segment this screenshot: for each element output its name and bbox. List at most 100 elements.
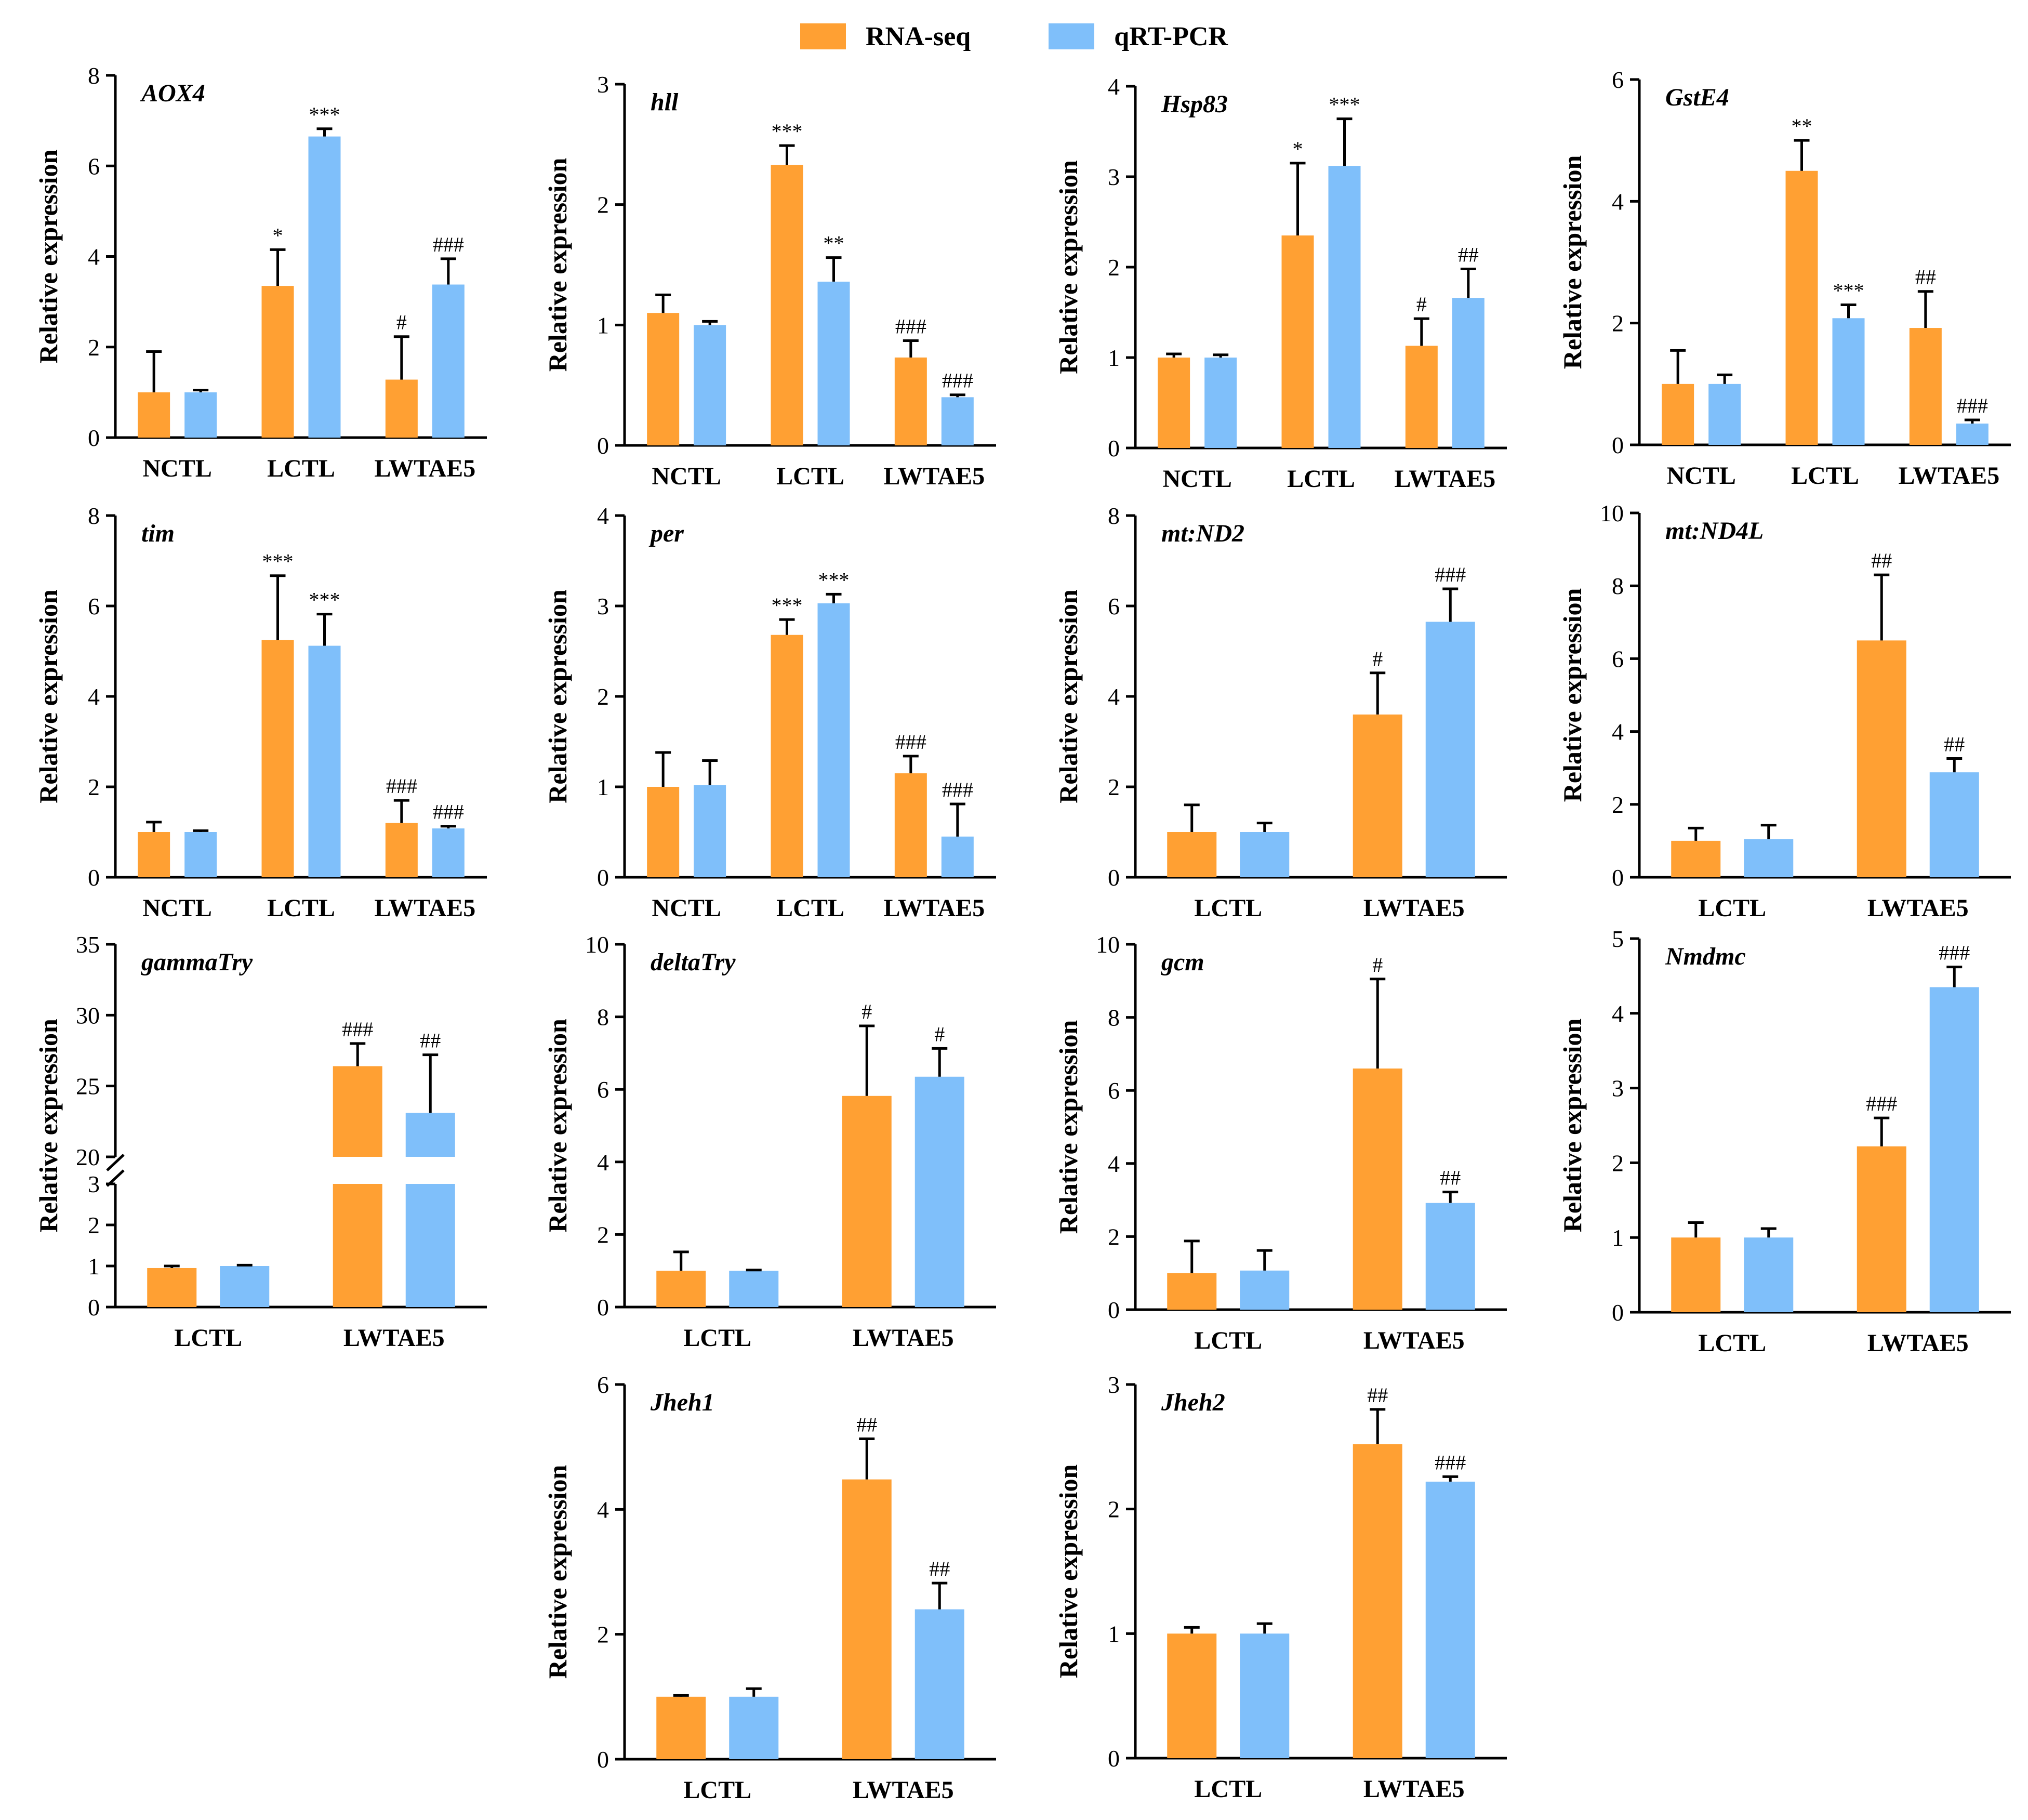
- bar-rna[interactable]: [261, 640, 294, 877]
- bar-rna[interactable]: [1167, 1633, 1217, 1758]
- chart-title: tim: [141, 520, 175, 547]
- bar-qpcr[interactable]: [1328, 166, 1361, 448]
- significance-label: ###: [942, 369, 973, 392]
- bar-qpcr[interactable]: [914, 1076, 964, 1307]
- bar-rna[interactable]: [138, 392, 170, 438]
- bar-rna[interactable]: [1353, 1069, 1402, 1310]
- y-tick-label: 6: [1108, 1077, 1120, 1104]
- significance-label: ##: [1458, 243, 1479, 266]
- y-tick-label: 6: [597, 1371, 609, 1398]
- bar-rna[interactable]: [1281, 235, 1314, 448]
- bar-qpcr[interactable]: [1204, 358, 1237, 448]
- significance-label: ##: [1915, 266, 1936, 289]
- x-tick-label: NCTL: [652, 894, 721, 922]
- bar-rna[interactable]: [1671, 840, 1721, 877]
- bar-qpcr[interactable]: [817, 281, 850, 445]
- bar-rna[interactable]: [385, 379, 418, 438]
- bar-rna[interactable]: [656, 1696, 706, 1759]
- bar-qpcr[interactable]: [308, 136, 341, 438]
- bar-rna-upper[interactable]: [333, 1066, 382, 1157]
- bar-rna[interactable]: [656, 1271, 706, 1307]
- bar-qpcr[interactable]: [694, 785, 726, 877]
- legend-label-rna: RNA-seq: [866, 21, 971, 51]
- bar-rna[interactable]: [1909, 328, 1942, 445]
- bar-qpcr[interactable]: [432, 284, 465, 438]
- bar-qpcr[interactable]: [1240, 1633, 1290, 1758]
- bar-rna[interactable]: [1353, 714, 1402, 877]
- x-tick-label: LCTL: [683, 1776, 751, 1804]
- bar-qpcr[interactable]: [729, 1271, 779, 1307]
- x-tick-label: LCTL: [1194, 1775, 1262, 1803]
- bar-qpcr[interactable]: [1240, 1270, 1290, 1310]
- bar-rna[interactable]: [647, 313, 680, 445]
- y-tick-label: 3: [1108, 164, 1120, 190]
- bar-rna[interactable]: [647, 787, 680, 877]
- bar-qpcr[interactable]: [1929, 987, 1979, 1312]
- bar-rna[interactable]: [1353, 1444, 1402, 1758]
- bar-rna[interactable]: [1785, 170, 1818, 445]
- bar-qpcr[interactable]: [220, 1266, 270, 1307]
- bar-rna[interactable]: [1671, 1237, 1721, 1312]
- x-tick-label: LCTL: [776, 463, 844, 490]
- bar-qpcr[interactable]: [941, 836, 974, 877]
- bar-qpcr[interactable]: [694, 325, 726, 445]
- significance-label: ###: [942, 778, 973, 801]
- bar-rna[interactable]: [894, 773, 927, 877]
- x-tick-label: LWTAE5: [1363, 1327, 1465, 1354]
- bar-qpcr[interactable]: [729, 1696, 779, 1759]
- bar-rna[interactable]: [261, 286, 294, 438]
- x-tick-label: LCTL: [683, 1324, 751, 1352]
- legend-item-rna[interactable]: RNA-seq: [800, 21, 971, 52]
- x-tick-label: LCTL: [1194, 1327, 1262, 1354]
- bar-qpcr-upper[interactable]: [405, 1113, 455, 1157]
- chart-panel-per: 0 1 2 3 4 Relative expression per NCTL LCTL *** **…: [543, 503, 996, 922]
- bar-qpcr[interactable]: [914, 1609, 964, 1759]
- bar-rna[interactable]: [1662, 384, 1694, 445]
- y-tick-label: 25: [76, 1073, 100, 1100]
- bar-rna[interactable]: [1158, 358, 1190, 448]
- bar-rna[interactable]: [842, 1479, 892, 1759]
- bar-qpcr[interactable]: [1425, 1203, 1475, 1310]
- bar-qpcr[interactable]: [1425, 1481, 1475, 1758]
- bar-rna-lower[interactable]: [333, 1184, 382, 1307]
- y-tick-label: 2: [597, 683, 609, 710]
- bar-qpcr[interactable]: [184, 832, 217, 877]
- bar-rna[interactable]: [771, 165, 803, 445]
- bar-qpcr[interactable]: [432, 828, 465, 877]
- bar-qpcr[interactable]: [1452, 298, 1484, 448]
- bar-rna[interactable]: [1857, 1146, 1906, 1312]
- bar-rna[interactable]: [1167, 832, 1217, 877]
- y-tick-label: 10: [1600, 500, 1624, 526]
- bar-qpcr[interactable]: [817, 603, 850, 877]
- bar-qpcr[interactable]: [1956, 423, 1989, 445]
- bar-rna[interactable]: [1405, 346, 1438, 448]
- significance-label: **: [1792, 114, 1812, 138]
- bar-qpcr[interactable]: [1832, 318, 1865, 445]
- bar-rna[interactable]: [147, 1268, 197, 1307]
- bar-qpcr-lower[interactable]: [405, 1184, 455, 1307]
- y-tick-label: 6: [88, 153, 100, 179]
- legend-item-qpcr[interactable]: qRT-PCR: [1049, 21, 1228, 52]
- bar-qpcr[interactable]: [184, 392, 217, 438]
- y-tick-label: 8: [88, 503, 100, 529]
- bar-qpcr[interactable]: [1929, 772, 1979, 877]
- bar-qpcr[interactable]: [1708, 384, 1741, 445]
- x-tick-label: LCTL: [776, 894, 844, 922]
- bar-qpcr[interactable]: [941, 397, 974, 445]
- bar-qpcr[interactable]: [1744, 1237, 1794, 1312]
- bar-rna[interactable]: [385, 823, 418, 877]
- bar-qpcr[interactable]: [1240, 832, 1290, 877]
- bar-rna[interactable]: [1167, 1273, 1217, 1310]
- chart-title: Hsp83: [1161, 90, 1228, 118]
- bar-rna[interactable]: [138, 832, 170, 877]
- bar-rna[interactable]: [1857, 640, 1906, 877]
- y-tick-label: 8: [88, 62, 100, 89]
- significance-label: ###: [433, 233, 464, 256]
- bar-rna[interactable]: [842, 1096, 892, 1307]
- bar-rna[interactable]: [771, 635, 803, 877]
- bar-qpcr[interactable]: [1744, 839, 1794, 877]
- bar-rna[interactable]: [894, 357, 927, 445]
- bar-qpcr[interactable]: [1425, 622, 1475, 877]
- bar-qpcr[interactable]: [308, 645, 341, 877]
